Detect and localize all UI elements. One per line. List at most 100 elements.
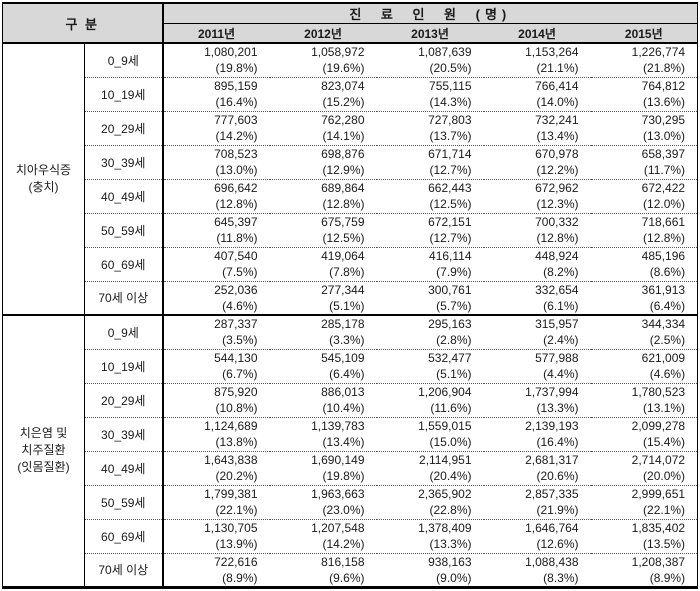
patients-count-header: 진 료 인 원 (명) (162, 3, 698, 24)
value-cell: 1,226,774 (21.8%) (591, 43, 698, 77)
table-row: 20_29세 777,603 (14.2%) 762,280 (14.1%) 727,80… (3, 110, 698, 145)
value-cell: 2,714,072 (20.0%) (590, 450, 698, 485)
age-group-cell: 30_39세 (84, 144, 164, 179)
value-cell: 718,661 (12.8%) (590, 212, 698, 247)
patient-count: 777,603 (214, 113, 258, 127)
patient-count: 621,009 (641, 351, 686, 365)
patient-share: (13.3%) (536, 401, 579, 415)
patient-share: (7.9%) (436, 265, 472, 279)
disease-section: 치은염 및 치주질환 (잇몸질환) 0_9세 287,337 (3.5%) 285,178(… (2, 314, 698, 587)
value-cell: 1,139,783 (13.4%) (269, 416, 377, 451)
patient-count: 658,397 (641, 147, 686, 161)
value-cell: 700,332 (12.8%) (483, 212, 591, 247)
patient-share: (10.4%) (322, 401, 365, 415)
disease-section: 치아우식증 (충치) 0_9세 1,080,201 (19.8%) 1,058,972 (1… (2, 43, 698, 315)
patient-count: 689,864 (321, 181, 365, 195)
patient-count: 485,196 (641, 249, 686, 263)
patient-count: 2,857,335 (525, 487, 579, 501)
table-row: 30_39세 1,124,689 (13.8%) 1,139,783 (13.4%) 1,… (3, 416, 698, 451)
patient-share: (13.4%) (322, 435, 365, 449)
patient-count: 1,207,548 (311, 521, 365, 535)
value-cell: 708,523 (13.0%) (162, 144, 270, 179)
patient-share: (20.0%) (643, 469, 686, 483)
value-cell: 1,153,264 (21.1%) (484, 43, 591, 77)
value-cell: 764,812 (13.6%) (590, 76, 698, 111)
patient-count: 764,812 (641, 79, 686, 93)
header-row-years: 2011년 2012년 2013년 2014년 2015년 (3, 23, 698, 44)
value-cell: 287,337 (3.5%) (162, 314, 270, 349)
patient-share: (6.7%) (222, 367, 258, 381)
value-cell: 315,957 (2.4%) (483, 314, 591, 349)
patient-share: (13.0%) (215, 163, 258, 177)
age-group-cell: 40_49세 (84, 178, 164, 213)
age-group-cell: 10_19세 (84, 348, 164, 383)
patient-share: (13.3%) (429, 537, 472, 551)
value-cell: 2,139,193 (16.4%) (483, 416, 591, 451)
patient-share: (12.7%) (429, 163, 472, 177)
value-cell: 1,737,994 (13.3%) (483, 382, 591, 417)
patient-share: (6.4%) (329, 367, 365, 381)
patient-share: (8.9%) (222, 570, 258, 585)
value-cell: 698,876 (12.9%) (269, 144, 377, 179)
patient-count: 671,714 (428, 147, 472, 161)
year-column-header: 2013년 (376, 23, 484, 44)
patient-count: 718,661 (641, 215, 686, 229)
value-cell: 672,151 (12.7%) (376, 212, 484, 247)
value-cell: 361,913 (6.4%) (590, 280, 698, 315)
patient-count: 532,477 (428, 351, 472, 365)
patient-share: (8.9%) (649, 570, 686, 585)
group-label-line: 치주질환 (21, 443, 66, 458)
patient-count: 662,443 (428, 181, 472, 195)
table-row: 30_39세 708,523 (13.0%) 698,876 (12.9%) 671,71… (3, 144, 698, 179)
patient-count: 1,559,015 (418, 419, 472, 433)
patient-count: 886,013 (321, 385, 365, 399)
patient-count: 1,208,387 (631, 554, 686, 569)
patient-share: (15.4%) (643, 435, 686, 449)
patient-share: (14.0%) (536, 95, 579, 109)
patient-share: (22.1%) (215, 503, 258, 517)
patient-count: 823,074 (321, 79, 365, 93)
value-cell: 1,799,381 (22.1%) (162, 484, 270, 519)
age-group-cell: 70세 이상 (84, 280, 164, 315)
patient-share: (9.6%) (329, 570, 365, 585)
patient-count: 416,114 (429, 249, 472, 263)
patient-share: (16.4%) (215, 95, 258, 109)
patient-share: (20.4%) (429, 469, 472, 483)
age-group-cell: 60_69세 (84, 246, 164, 281)
value-cell: 1,963,663 (23.0%) (269, 484, 377, 519)
disease-group-label: 치은염 및 치주질환 (잇몸질환) (2, 314, 85, 587)
value-cell: 344,334 (2.5%) (590, 314, 698, 349)
value-cell: 295,163 (2.8%) (376, 314, 484, 349)
patient-count: 727,803 (428, 113, 472, 127)
age-group-cell: 0_9세 (84, 43, 164, 77)
table-row: 60_69세 1,130,705 (13.9%) 1,207,548 (14.2%) 1,… (3, 518, 698, 553)
value-cell: 2,099,278 (15.4%) (590, 416, 698, 451)
patient-count: 1,737,994 (525, 385, 579, 399)
table-row: 70세 이상 722,616 (8.9%) 816,158 (9.6%) 938,163(… (3, 552, 698, 587)
value-cell: 1,130,705 (13.9%) (162, 518, 270, 553)
patient-share: (4.6%) (649, 367, 686, 381)
patient-count: 577,988 (535, 351, 579, 365)
patient-share: (6.4%) (649, 298, 686, 313)
patient-share: (3.5%) (222, 333, 258, 348)
year-column-header: 2014년 (483, 23, 591, 44)
value-cell: 285,178 (3.3%) (269, 314, 377, 349)
patient-share: (23.0%) (322, 503, 365, 517)
header-row-main: 구 분 진 료 인 원 (명) (2, 3, 698, 44)
patient-share: (3.3%) (329, 333, 365, 348)
patient-share: (8.2%) (543, 265, 579, 279)
patient-share: (4.4%) (543, 367, 579, 381)
patient-share: (12.2%) (536, 163, 579, 177)
value-cell: 645,397 (11.8%) (162, 212, 270, 247)
patient-count: 2,114,951 (419, 453, 472, 467)
table-row: 10_19세 895,159 (16.4%) 823,074 (15.2%) 755,11… (3, 76, 698, 111)
value-cell: 672,962 (12.3%) (483, 178, 591, 213)
patient-count: 1,139,783 (311, 419, 365, 433)
patient-count: 2,999,651 (631, 487, 686, 501)
patient-count: 2,099,278 (631, 419, 686, 433)
patient-share: (13.9%) (215, 537, 258, 551)
value-cell: 1,080,201 (19.8%) (163, 43, 270, 77)
table-row: 50_59세 645,397 (11.8%) 675,759 (12.5%) 672,15… (3, 212, 698, 247)
